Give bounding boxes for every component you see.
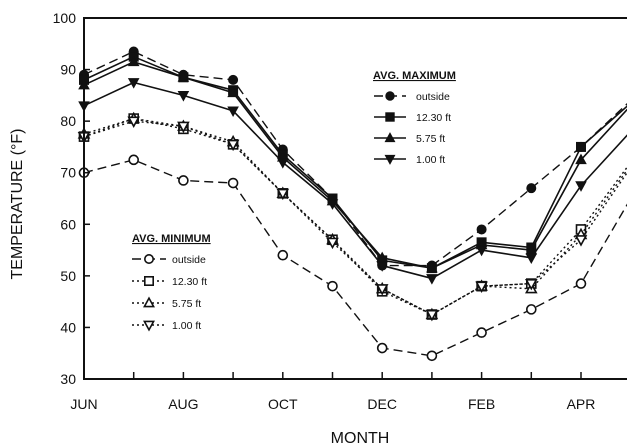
y-tick-label: 100 [53,10,77,26]
legend-entry: 1.00 ft [132,320,201,332]
series-avg-maximum-outside-point [527,184,536,193]
x-tick-label: AUG [168,396,198,412]
series-avg-maximum-outside-point [477,225,486,234]
series-avg-minimum-outside-point [427,351,436,360]
series-avg-minimum-outside-point [278,251,287,260]
legend-label: 5.75 ft [416,133,445,145]
x-tick-label: JUN [70,396,97,412]
series-avg-minimum-outside-point [179,176,188,185]
legend-entry: 12.30 ft [374,112,451,124]
tick-layer: 30 40 50 60 70 80 90 100 JUN AUG OCT DEC FEB APR [53,10,627,412]
series-avg-minimum-outside-point [229,179,238,188]
series-avg-minimum-outside-point [328,282,337,291]
series-avg-minimum-12-30-ft-line [84,119,627,315]
series-avg-maximum-1-00-ft-line [84,82,627,278]
series-avg-maximum-1-00-ft-point [526,254,536,263]
series-avg-minimum-outside [80,155,627,360]
legend-marker [145,255,153,263]
legend-entry: 1.00 ft [374,154,445,166]
y-tick-label: 60 [60,216,76,232]
y-tick-label: 30 [60,371,76,387]
series-avg-minimum-12-30-ft [80,114,627,319]
series-avg-maximum-1-00-ft [79,79,627,284]
series-avg-minimum-outside-point [577,279,586,288]
x-tick-label: OCT [268,396,298,412]
x-axis-title: MONTH [331,430,390,447]
legend-label: 1.00 ft [416,154,445,166]
y-tick-label: 50 [60,268,76,284]
legend-entry: 5.75 ft [132,298,201,310]
legend-label: 5.75 ft [172,298,201,310]
legend-label: 12.30 ft [172,276,207,288]
legend-marker [386,92,394,100]
series-avg-minimum-5-75-ft-line [84,119,627,315]
legend-title: AVG. MINIMUM [132,233,211,245]
y-tick-label: 40 [60,319,76,335]
series-avg-maximum-12-30-ft-point [577,142,586,151]
legend-label: 1.00 ft [172,320,201,332]
series-avg-minimum-outside-point [129,155,138,164]
legend-label: outside [416,91,450,103]
series-avg-maximum-outside-point [229,75,238,84]
series-avg-minimum-outside-point [378,344,387,353]
legend-avg-minimum: AVG. MINIMUM outside 12.30 ft 5.75 ft 1.00 f… [132,233,211,332]
legend-layer: AVG. MAXIMUM outside 12.30 ft 5.75 ft 1.00 f… [132,70,456,332]
legend-marker [145,277,153,285]
y-tick-label: 70 [60,165,76,181]
x-tick-label: DEC [367,396,397,412]
legend-entry: 12.30 ft [132,276,207,288]
legend-avg-maximum: AVG. MAXIMUM outside 12.30 ft 5.75 ft 1.00 f… [373,70,456,166]
legend-label: 12.30 ft [416,112,451,124]
series-avg-minimum-outside-line [84,160,627,356]
legend-entry: outside [132,254,206,266]
series-avg-minimum-5-75-ft [79,113,627,318]
legend-entry: 5.75 ft [374,133,445,145]
series-layer [79,47,627,360]
y-axis-title: TEMPERATURE (°F) [9,129,26,280]
series-avg-minimum-outside-point [477,328,486,337]
x-tick-label: APR [567,396,596,412]
legend-title: AVG. MAXIMUM [373,70,456,82]
legend-entry: outside [374,91,450,103]
legend-marker [386,113,394,121]
legend-label: outside [172,254,206,266]
y-tick-label: 90 [60,62,76,78]
y-tick-label: 80 [60,113,76,129]
series-avg-maximum-1-00-ft-point [427,275,437,284]
x-tick-label: FEB [468,396,495,412]
series-avg-minimum-outside-point [527,305,536,314]
